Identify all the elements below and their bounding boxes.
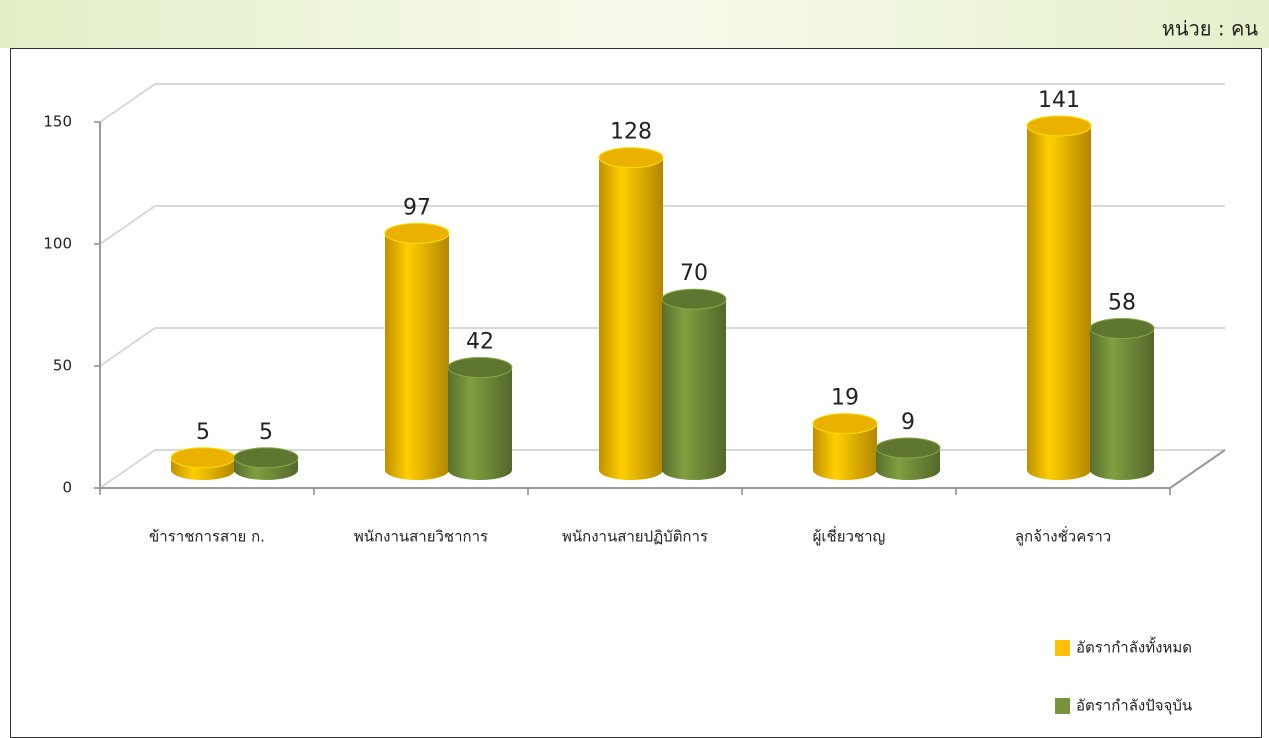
x-tick-label: ลูกจ้างชั่วคราว — [1015, 526, 1111, 546]
cylinder-bar — [447, 357, 513, 480]
data-label: 42 — [466, 330, 494, 355]
cylinder-top — [812, 413, 878, 435]
cylinder-top — [447, 357, 513, 379]
cylinder-bar — [875, 437, 941, 480]
legend-swatch — [1055, 698, 1070, 714]
data-label: 9 — [901, 410, 915, 435]
x-tick-label: ผู้เชี่ยวชาญ — [813, 526, 886, 546]
cylinder-top — [233, 447, 299, 469]
grid-line-side — [99, 449, 156, 489]
cylinder-body — [448, 367, 512, 470]
grid-line-side — [99, 83, 156, 123]
cylinder-top — [170, 447, 236, 469]
cylinder-body — [662, 299, 726, 470]
data-label: 5 — [196, 420, 210, 445]
cylinder-top — [598, 147, 664, 169]
x-tick-label: พนักงานสายวิชาการ — [354, 528, 488, 546]
cylinder-bar — [384, 222, 450, 480]
data-label: 128 — [610, 120, 652, 145]
cylinder-bar — [812, 413, 878, 480]
cylinder-bar — [1089, 317, 1155, 480]
cylinder-body — [599, 157, 663, 470]
data-label: 58 — [1108, 290, 1136, 315]
legend-swatch — [1055, 640, 1070, 656]
legend-label: อัตรากำลังปัจจุบัน — [1076, 697, 1192, 716]
unit-label: หน่วย : คน — [1162, 17, 1259, 41]
data-label: 70 — [680, 261, 708, 286]
cylinder-bar — [598, 147, 664, 480]
legend-label: อัตรากำลังทั้งหมด — [1076, 637, 1192, 657]
data-label: 141 — [1038, 88, 1080, 113]
data-label: 19 — [831, 386, 859, 411]
x-tick-label: พนักงานสายปฏิบัติการ — [562, 528, 708, 546]
y-tick-label: 0 — [62, 479, 72, 497]
cylinder-top — [661, 288, 727, 310]
x-tick-label: ข้าราชการสาย ก. — [149, 528, 265, 546]
cylinder-bar — [170, 447, 236, 480]
cylinder-body — [385, 233, 449, 470]
grid-line-side — [99, 205, 156, 245]
cylinder-top — [1026, 115, 1092, 137]
y-tick-label: 50 — [53, 357, 72, 375]
cylinder-body — [1090, 328, 1154, 470]
grid-line-side — [99, 327, 156, 367]
data-label: 5 — [259, 420, 273, 445]
cylinder-top — [384, 222, 450, 244]
x-axis-depth — [1169, 449, 1226, 489]
cylinder-top — [875, 437, 941, 459]
cylinder-bar — [1026, 115, 1092, 480]
data-label: 97 — [403, 195, 431, 220]
cylinder-bar — [233, 447, 299, 480]
y-tick-label: 150 — [43, 113, 72, 131]
cylinder-body — [1027, 125, 1091, 471]
y-tick-label: 100 — [43, 235, 72, 253]
cylinder-top — [1089, 317, 1155, 339]
header-background — [0, 0, 1269, 48]
cylinder-bar — [661, 288, 727, 480]
